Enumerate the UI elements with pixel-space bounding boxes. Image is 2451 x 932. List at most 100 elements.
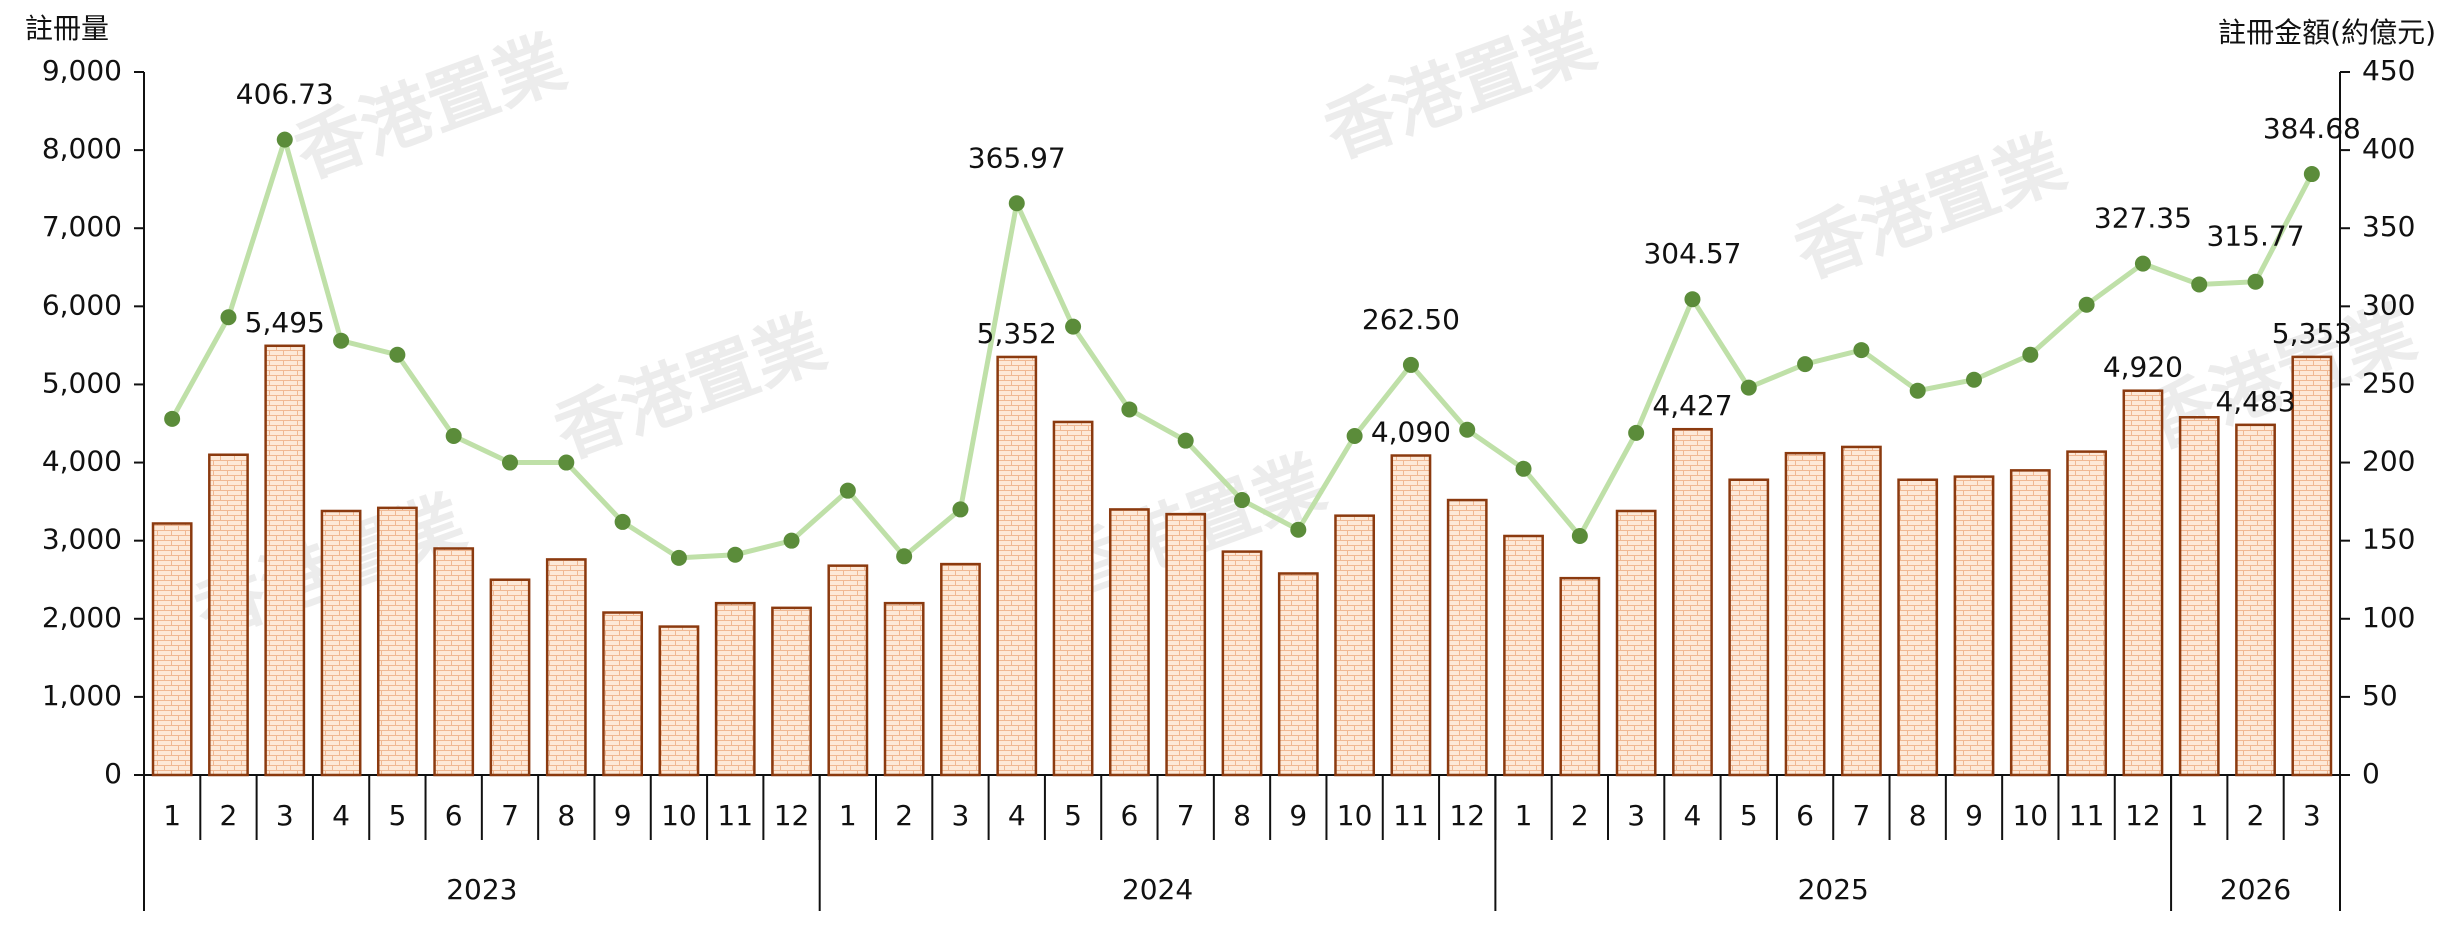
- line-marker: [558, 454, 575, 471]
- x-tick-label: 3: [952, 799, 970, 832]
- x-tick-label: 6: [1120, 799, 1138, 832]
- y2-tick-label: 300: [2362, 288, 2415, 321]
- value-label: 4,483: [2215, 385, 2295, 418]
- bar: [658, 625, 700, 777]
- line-marker: [2022, 346, 2039, 363]
- line-marker: [1515, 460, 1532, 477]
- x-tick-label: 5: [388, 799, 406, 832]
- line-marker: [1008, 195, 1025, 212]
- bar: [1165, 512, 1207, 777]
- bar: [714, 601, 756, 777]
- bar: [2009, 469, 2051, 777]
- watermark: 香港置業: [544, 301, 835, 474]
- x-tick-label: 4: [1008, 799, 1026, 832]
- bar: [1390, 454, 1432, 777]
- watermark: 香港置業: [1784, 121, 2075, 294]
- x-tick-label: 5: [1740, 799, 1758, 832]
- value-label: 315.77: [2207, 220, 2305, 253]
- line-marker: [727, 546, 744, 563]
- x-tick-label: 10: [2012, 799, 2048, 832]
- x-tick-label: 10: [661, 799, 697, 832]
- y2-tick-label: 150: [2362, 523, 2415, 556]
- x-tick-label: 11: [2069, 799, 2105, 832]
- line-marker: [502, 454, 518, 471]
- y2-tick-label: 450: [2362, 54, 2415, 87]
- x-tick-label: 10: [1337, 799, 1373, 832]
- x-tick-label: 12: [774, 799, 810, 832]
- line-marker: [670, 549, 687, 566]
- x-tick-label: 1: [1515, 799, 1533, 832]
- value-label: 365.97: [968, 141, 1066, 174]
- x-tick-label: 4: [332, 799, 350, 832]
- bar: [376, 506, 418, 777]
- line-marker: [839, 482, 856, 499]
- y2-tick-label: 200: [2362, 445, 2415, 478]
- line-marker: [445, 427, 462, 444]
- bar: [2178, 416, 2220, 777]
- y2-axis-title: 註冊金額(約億元): [2218, 16, 2436, 49]
- y-tick-label: 7,000: [42, 210, 122, 243]
- line-marker: [2191, 276, 2208, 293]
- bar: [1503, 534, 1544, 777]
- x-tick-label: 1: [2190, 799, 2208, 832]
- line-marker: [1853, 342, 1870, 359]
- bar: [2291, 355, 2333, 777]
- x-tick-label: 9: [1965, 799, 1983, 832]
- x-tick-label: 1: [839, 799, 857, 832]
- value-label: 304.57: [1643, 237, 1741, 270]
- year-label: 2024: [1122, 873, 1193, 906]
- bar: [1108, 508, 1150, 777]
- line-marker: [952, 501, 969, 518]
- bar: [883, 601, 925, 777]
- x-tick-label: 3: [276, 799, 294, 832]
- y2-tick-label: 50: [2362, 679, 2398, 712]
- line-marker: [1459, 421, 1476, 438]
- x-tick-label: 12: [2125, 799, 2161, 832]
- x-tick-label: 9: [614, 799, 632, 832]
- year-label: 2026: [2220, 873, 2291, 906]
- bar: [1784, 451, 1826, 777]
- x-tick-label: 8: [1233, 799, 1251, 832]
- bar: [151, 522, 193, 777]
- value-label: 4,090: [1371, 416, 1451, 449]
- line-marker: [2134, 255, 2151, 272]
- line-marker: [1234, 492, 1250, 509]
- line-marker: [333, 332, 350, 349]
- bar: [996, 355, 1038, 777]
- x-tick-label: 8: [557, 799, 575, 832]
- line-marker: [896, 548, 913, 565]
- bar: [1052, 420, 1094, 777]
- line-marker: [1628, 424, 1645, 441]
- x-tick-label: 8: [1909, 799, 1927, 832]
- x-tick-label: 11: [1393, 799, 1429, 832]
- x-tick-label: 6: [1796, 799, 1814, 832]
- x-tick-label: 11: [717, 799, 753, 832]
- line-marker: [783, 532, 800, 549]
- bar: [433, 547, 475, 777]
- bar: [2235, 423, 2276, 777]
- x-tick-label: 5: [1064, 799, 1082, 832]
- line-marker: [614, 513, 631, 530]
- value-label: 4,920: [2103, 351, 2183, 384]
- y2-tick-label: 0: [2362, 757, 2380, 790]
- line-marker: [276, 131, 293, 148]
- bar: [1446, 498, 1488, 777]
- year-label: 2023: [446, 873, 517, 906]
- bar: [827, 564, 869, 777]
- line-marker: [389, 346, 406, 363]
- line-marker: [2078, 296, 2095, 313]
- bar: [1953, 475, 1995, 777]
- y2-tick-label: 100: [2362, 601, 2415, 634]
- bar: [1728, 478, 1770, 777]
- y-tick-label: 4,000: [42, 445, 122, 478]
- line-marker: [1571, 527, 1588, 544]
- bar: [208, 453, 249, 777]
- bar: [1840, 445, 1882, 777]
- y-tick-label: 9,000: [42, 54, 122, 87]
- y-axis-title: 註冊量: [25, 12, 109, 45]
- bar: [1277, 572, 1319, 777]
- value-label: 327.35: [2094, 202, 2192, 235]
- x-tick-label: 1: [163, 799, 181, 832]
- x-tick-label: 12: [1449, 799, 1485, 832]
